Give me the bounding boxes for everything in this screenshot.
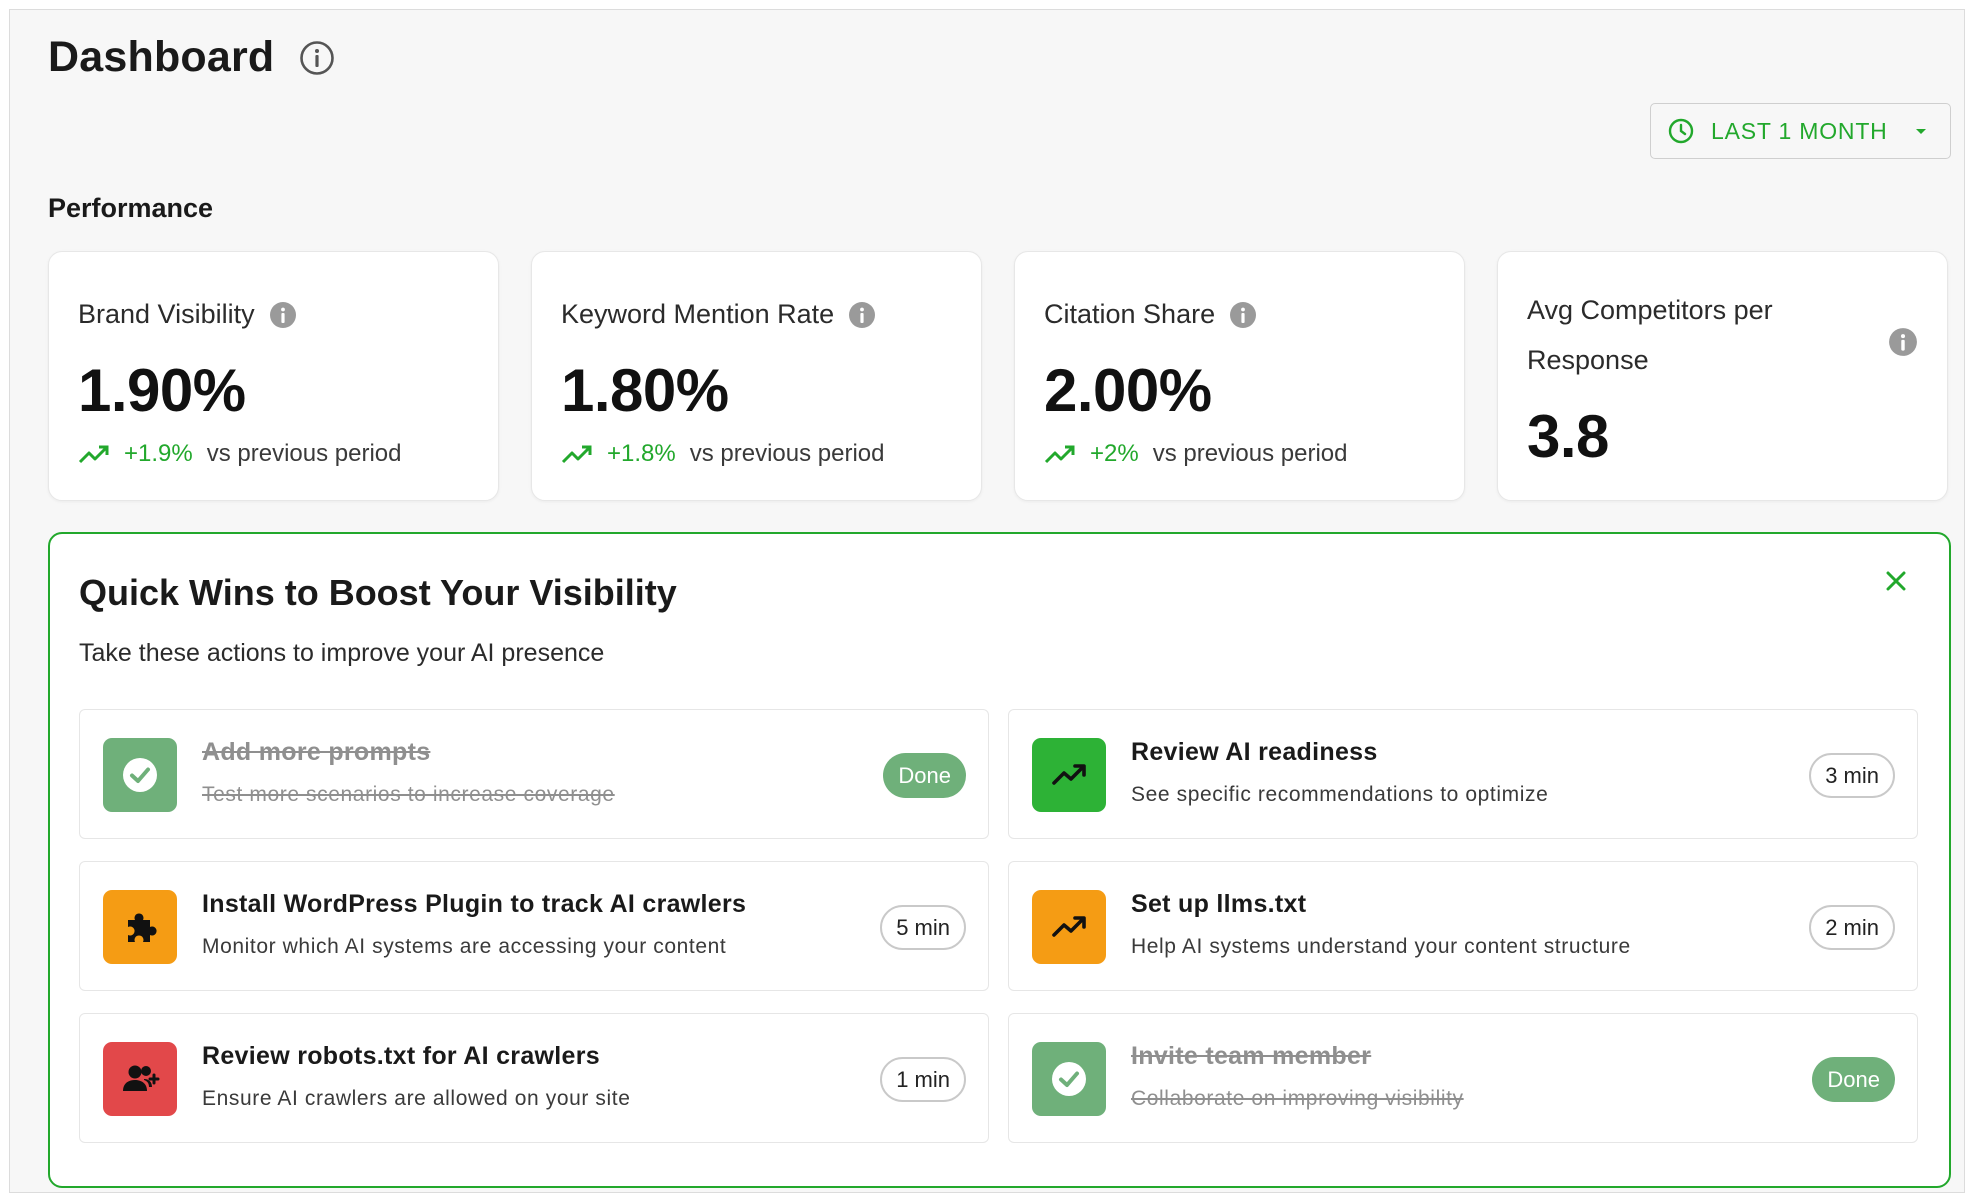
close-icon[interactable] bbox=[1881, 566, 1911, 596]
metric-label: Avg Competitors per Response bbox=[1527, 295, 1773, 375]
task-title: Install WordPress Plugin to track AI cra… bbox=[202, 890, 747, 918]
page-title: Dashboard bbox=[48, 33, 275, 81]
time-badge: 2 min bbox=[1809, 905, 1895, 950]
info-icon[interactable] bbox=[269, 301, 297, 329]
metric-label: Keyword Mention Rate bbox=[561, 299, 835, 329]
metric-card-brand-visibility: Brand Visibility 1.90% +1.9% vs previous… bbox=[48, 251, 499, 501]
trending-up-icon bbox=[1044, 445, 1075, 464]
metric-delta: +1.9% bbox=[124, 440, 193, 467]
task-description: Test more scenarios to increase coverage bbox=[202, 783, 615, 806]
task-set-up-llms-txt[interactable]: Set up llms.txt Help AI systems understa… bbox=[1008, 861, 1918, 991]
info-icon[interactable] bbox=[1229, 301, 1257, 329]
task-icon bbox=[1032, 1042, 1106, 1116]
metric-trend: +2% vs previous period bbox=[1044, 440, 1347, 468]
metric-value: 1.90% bbox=[78, 357, 246, 424]
task-title: Review robots.txt for AI crawlers bbox=[202, 1042, 600, 1070]
status-badge: Done bbox=[1812, 1057, 1895, 1102]
task-title: Add more prompts bbox=[202, 738, 431, 766]
add-user-icon bbox=[123, 1065, 160, 1091]
date-range-label: LAST 1 MONTH bbox=[1711, 117, 1888, 144]
task-icon bbox=[1032, 890, 1106, 964]
puzzle-icon bbox=[128, 913, 157, 942]
dashboard-page: Dashboard LAST 1 MONTH Performance Brand… bbox=[9, 9, 1965, 1193]
metric-trend: +1.9% vs previous period bbox=[78, 440, 401, 468]
quick-wins-subtitle: Take these actions to improve your AI pr… bbox=[79, 639, 605, 667]
task-invite-team-member[interactable]: Invite team member Collaborate on improv… bbox=[1008, 1013, 1918, 1143]
task-review-ai-readiness[interactable]: Review AI readiness See specific recomme… bbox=[1008, 709, 1918, 839]
metric-comparison: vs previous period bbox=[1152, 440, 1348, 467]
task-description: Ensure AI crawlers are allowed on your s… bbox=[202, 1087, 631, 1110]
info-icon[interactable] bbox=[848, 301, 876, 329]
trending-up-icon bbox=[1052, 764, 1086, 785]
trending-up-icon bbox=[1052, 916, 1086, 937]
task-icon bbox=[103, 738, 177, 812]
task-title: Review AI readiness bbox=[1131, 738, 1378, 766]
status-badge: Done bbox=[883, 753, 966, 798]
check-icon bbox=[123, 758, 157, 792]
task-install-wordpress-plugin[interactable]: Install WordPress Plugin to track AI cra… bbox=[79, 861, 989, 991]
quick-wins-panel: Quick Wins to Boost Your Visibility Take… bbox=[48, 532, 1951, 1188]
task-icon bbox=[103, 1042, 177, 1116]
metric-comparison: vs previous period bbox=[689, 440, 885, 467]
time-badge: 3 min bbox=[1809, 753, 1895, 798]
chevron-down-icon bbox=[1915, 129, 1926, 134]
metric-value: 1.80% bbox=[561, 357, 729, 424]
metric-trend: +1.8% vs previous period bbox=[561, 440, 884, 468]
trending-up-icon bbox=[78, 445, 109, 464]
metric-label: Citation Share bbox=[1044, 299, 1216, 329]
metric-value: 2.00% bbox=[1044, 357, 1212, 424]
date-range-dropdown[interactable]: LAST 1 MONTH bbox=[1650, 103, 1951, 159]
quick-wins-title: Quick Wins to Boost Your Visibility bbox=[79, 572, 677, 613]
task-icon bbox=[1032, 738, 1106, 812]
metric-comparison: vs previous period bbox=[206, 440, 402, 467]
metric-delta: +2% bbox=[1090, 440, 1139, 467]
task-icon bbox=[103, 890, 177, 964]
task-description: Collaborate on improving visibility bbox=[1131, 1087, 1464, 1110]
check-icon bbox=[1052, 1062, 1086, 1096]
task-description: Help AI systems understand your content … bbox=[1131, 935, 1631, 958]
metric-card-keyword-mention-rate: Keyword Mention Rate 1.80% +1.8% vs prev… bbox=[531, 251, 982, 501]
metric-value: 3.8 bbox=[1527, 403, 1609, 470]
time-badge: 5 min bbox=[880, 905, 966, 950]
task-description: Monitor which AI systems are accessing y… bbox=[202, 935, 727, 958]
metric-card-avg-competitors: Avg Competitors per Response 3.8 bbox=[1497, 251, 1948, 501]
info-icon[interactable] bbox=[298, 39, 336, 77]
time-badge: 1 min bbox=[880, 1057, 966, 1102]
task-review-robots-txt[interactable]: Review robots.txt for AI crawlers Ensure… bbox=[79, 1013, 989, 1143]
performance-heading: Performance bbox=[48, 193, 214, 223]
task-description: See specific recommendations to optimize bbox=[1131, 783, 1549, 806]
trending-up-icon bbox=[561, 445, 592, 464]
info-icon[interactable] bbox=[1888, 327, 1918, 357]
task-title: Invite team member bbox=[1131, 1042, 1372, 1070]
task-title: Set up llms.txt bbox=[1131, 890, 1307, 918]
metric-delta: +1.8% bbox=[607, 440, 676, 467]
clock-icon bbox=[1668, 118, 1694, 144]
metric-label: Brand Visibility bbox=[78, 299, 255, 329]
task-add-more-prompts[interactable]: Add more prompts Test more scenarios to … bbox=[79, 709, 989, 839]
metric-card-citation-share: Citation Share 2.00% +2% vs previous per… bbox=[1014, 251, 1465, 501]
